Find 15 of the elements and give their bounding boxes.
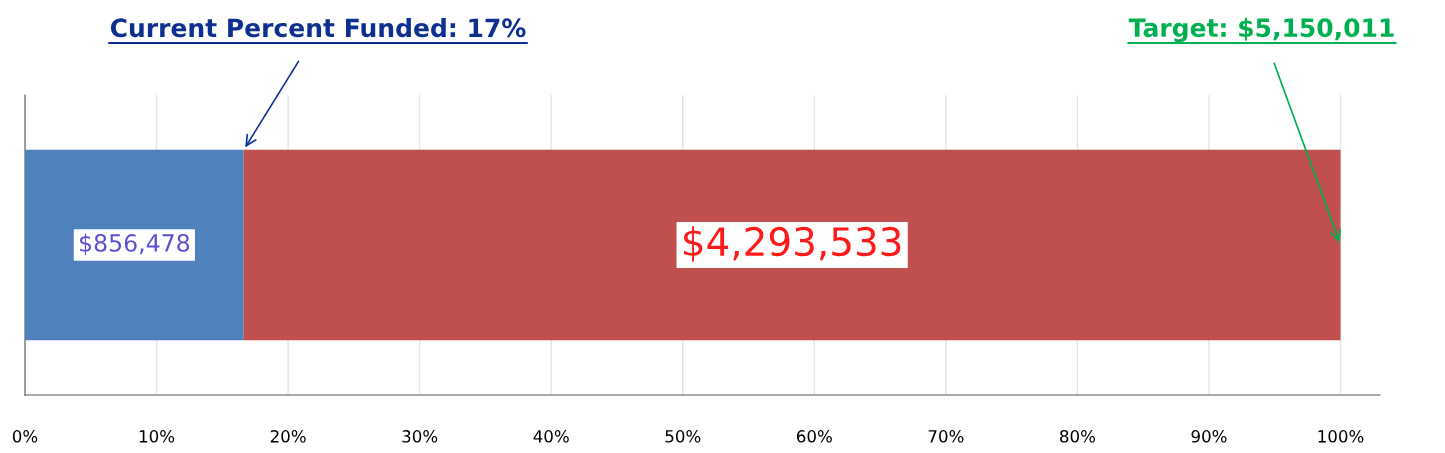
x-tick-label: 20%: [270, 430, 306, 443]
x-tick-label: 10%: [139, 430, 175, 443]
x-tick-label: 70%: [928, 430, 964, 443]
x-tick-label: 60%: [796, 430, 832, 443]
annotation: $4,293,533: [684, 226, 901, 262]
x-tick-label: 0%: [12, 430, 38, 443]
x-tick-label: 100%: [1318, 430, 1364, 443]
text: Current Percent Funded: 17%: [110, 17, 526, 38]
annotation: Target: $5,150,011: [1128, 17, 1394, 43]
x-tick-label: 80%: [1060, 430, 1096, 443]
annotation: $856,478: [80, 233, 190, 255]
x-tick-label: 90%: [1191, 430, 1227, 443]
x-tick-label: 50%: [665, 430, 701, 443]
x-tick-label: 30%: [402, 430, 438, 443]
x-tick-label: 40%: [533, 430, 569, 443]
